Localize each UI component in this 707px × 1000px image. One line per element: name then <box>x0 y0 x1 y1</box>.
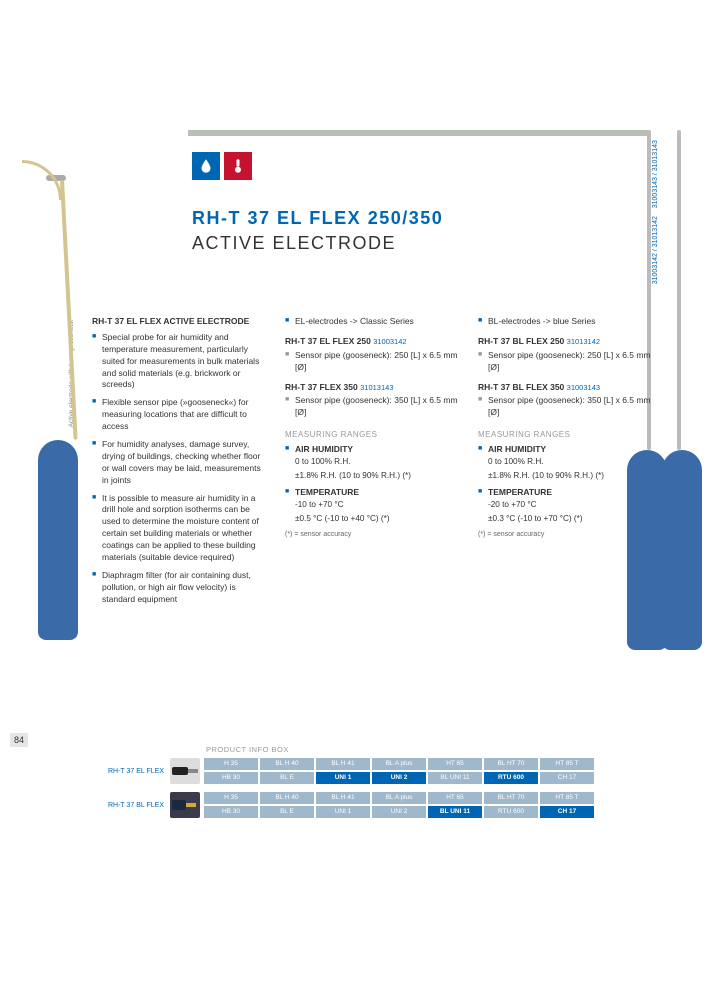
compat-cell: RTU 600 <box>484 772 538 784</box>
feature-item: Flexible sensor pipe (»gooseneck«) for m… <box>92 397 267 433</box>
feature-item: It is possible to measure air humidity i… <box>92 493 267 564</box>
compat-cell: HB 30 <box>204 806 258 818</box>
footnote: (*) = sensor accuracy <box>478 530 653 540</box>
compat-cell: HT 65 <box>428 792 482 804</box>
el-lead: EL-electrodes -> Classic Series <box>285 316 460 328</box>
feature-item: For humidity analyses, damage survey, dr… <box>92 439 267 487</box>
column-el-series: EL-electrodes -> Classic Series RH-T 37 … <box>285 316 460 612</box>
el-250-title: RH-T 37 EL FLEX 250 31003142 <box>285 336 460 348</box>
compat-cell: BL HT 70 <box>484 792 538 804</box>
el-350-title: RH-T 37 FLEX 350 31013143 <box>285 382 460 394</box>
footnote: (*) = sensor accuracy <box>285 530 460 540</box>
column-features: RH-T 37 EL FLEX ACTIVE ELECTRODE Special… <box>92 316 267 612</box>
compat-cell: UNI 2 <box>372 806 426 818</box>
compat-cell: BL UNI 11 <box>428 772 482 784</box>
compat-cell: CH 17 <box>540 772 594 784</box>
probe-illustration-left <box>10 150 80 790</box>
temperature-icon <box>224 152 252 180</box>
humidity-icon <box>192 152 220 180</box>
page-title: RH-T 37 EL FLEX 250/350 <box>192 208 443 229</box>
part-number: 31003142 <box>373 337 406 346</box>
part-number: 31013143 <box>360 383 393 392</box>
compat-cell: BL HT 70 <box>484 758 538 770</box>
range-temperature: TEMPERATURE -10 to +70 °C ±0.5 °C (-10 t… <box>285 487 460 524</box>
range-humidity: AIR HUMIDITY 0 to 100% R.H. ±1.8% R.H. (… <box>285 444 460 481</box>
compat-cell: BL H 40 <box>260 758 314 770</box>
column-bl-series: BL-electrodes -> blue Series RH-T 37 BL … <box>478 316 653 612</box>
bl-250-title: RH-T 37 BL FLEX 250 31013142 <box>478 336 653 348</box>
connector-image <box>170 792 200 818</box>
compat-cell: HT 85 T <box>540 758 594 770</box>
compat-cell: UNI 1 <box>316 806 370 818</box>
compat-cell: UNI 1 <box>316 772 370 784</box>
compat-cell: BL H 41 <box>316 792 370 804</box>
col1-title: RH-T 37 EL FLEX ACTIVE ELECTRODE <box>92 316 267 328</box>
compat-cell: HT 65 <box>428 758 482 770</box>
feature-item: Special probe for air humidity and tempe… <box>92 332 267 391</box>
row-label: RH-T 37 BL FLEX <box>92 802 170 809</box>
compat-cell: BL UNI 11 <box>428 806 482 818</box>
compat-cell: BL E <box>260 806 314 818</box>
spec-line: Sensor pipe (gooseneck): 350 [L] x 6.5 m… <box>478 395 653 419</box>
compat-cell: UNI 2 <box>372 772 426 784</box>
category-icons <box>192 152 252 180</box>
info-box-title: PRODUCT INFO BOX <box>206 745 594 754</box>
compat-cell: BL H 40 <box>260 792 314 804</box>
ranges-label: MEASURING RANGES <box>478 429 653 440</box>
range-humidity: AIR HUMIDITY 0 to 100% R.H. ±1.8% R.H. (… <box>478 444 653 481</box>
compat-cell: BL H 41 <box>316 758 370 770</box>
compat-cell: BL A plus <box>372 758 426 770</box>
connector-image <box>170 758 200 784</box>
compat-cell: H 35 <box>204 792 258 804</box>
compat-cell: BL A plus <box>372 792 426 804</box>
product-info-box: PRODUCT INFO BOX RH-T 37 EL FLEX H 35BL … <box>92 745 594 820</box>
ranges-label: MEASURING RANGES <box>285 429 460 440</box>
part-number: 31003143 <box>567 383 600 392</box>
page-subtitle: ACTIVE ELECTRODE <box>192 233 443 254</box>
feature-list: Special probe for air humidity and tempe… <box>92 332 267 606</box>
spec-line: Sensor pipe (gooseneck): 250 [L] x 6.5 m… <box>285 350 460 374</box>
row-label: RH-T 37 EL FLEX <box>92 768 170 775</box>
range-temperature: TEMPERATURE -20 to +70 °C ±0.3 °C (-10 t… <box>478 487 653 524</box>
compat-cell: HB 30 <box>204 772 258 784</box>
compat-cell: RTU 600 <box>484 806 538 818</box>
bl-lead: BL-electrodes -> blue Series <box>478 316 653 328</box>
feature-item: Diaphragm filter (for air containing dus… <box>92 570 267 606</box>
compat-cell: CH 17 <box>540 806 594 818</box>
compat-cell: HT 85 T <box>540 792 594 804</box>
spec-line: Sensor pipe (gooseneck): 350 [L] x 6.5 m… <box>285 395 460 419</box>
content-columns: RH-T 37 EL FLEX ACTIVE ELECTRODE Special… <box>92 316 653 612</box>
compat-cell: H 35 <box>204 758 258 770</box>
part-number: 31013142 <box>567 337 600 346</box>
compat-cell: BL E <box>260 772 314 784</box>
compat-row-bl: RH-T 37 BL FLEX H 35BL H 40BL H 41BL A p… <box>92 792 594 818</box>
bl-350-title: RH-T 37 BL FLEX 350 31003143 <box>478 382 653 394</box>
compat-row-el: RH-T 37 EL FLEX H 35BL H 40BL H 41BL A p… <box>92 758 594 784</box>
top-divider <box>188 130 648 136</box>
page-heading: RH-T 37 EL FLEX 250/350 ACTIVE ELECTRODE <box>192 208 443 254</box>
spec-line: Sensor pipe (gooseneck): 250 [L] x 6.5 m… <box>478 350 653 374</box>
